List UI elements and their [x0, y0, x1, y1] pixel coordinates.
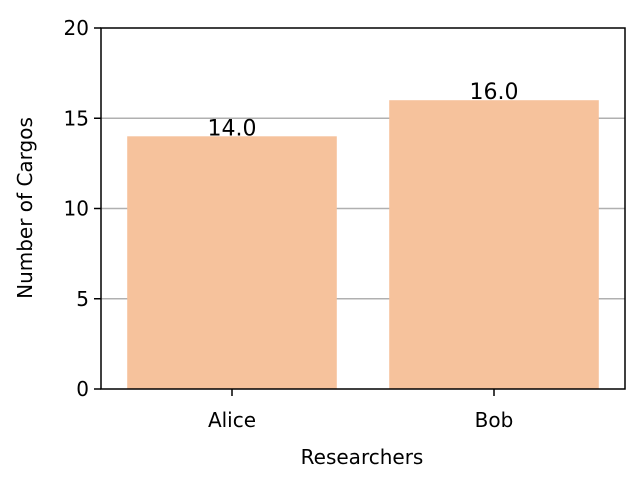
- y-tick-label-0: 0: [76, 377, 89, 401]
- y-tick-label-3: 15: [64, 106, 89, 130]
- x-axis-title: Researchers: [301, 445, 424, 469]
- y-tick-label-4: 20: [64, 16, 89, 40]
- data-labels-layer: 14.0 16.0: [208, 80, 519, 141]
- y-tick-label-1: 5: [76, 287, 89, 311]
- bar-bob: [389, 100, 599, 389]
- y-tick-label-2: 10: [64, 197, 89, 221]
- x-tick-label-alice: Alice: [208, 408, 256, 432]
- bar-alice: [127, 136, 337, 389]
- bars-layer: [127, 100, 599, 389]
- y-axis-title: Number of Cargos: [13, 117, 37, 299]
- x-tick-label-bob: Bob: [475, 408, 514, 432]
- ticks-layer: Alice Bob 0 5 10 15 20: [64, 16, 514, 432]
- data-label-bob: 16.0: [470, 80, 519, 105]
- data-label-alice: 14.0: [208, 116, 257, 141]
